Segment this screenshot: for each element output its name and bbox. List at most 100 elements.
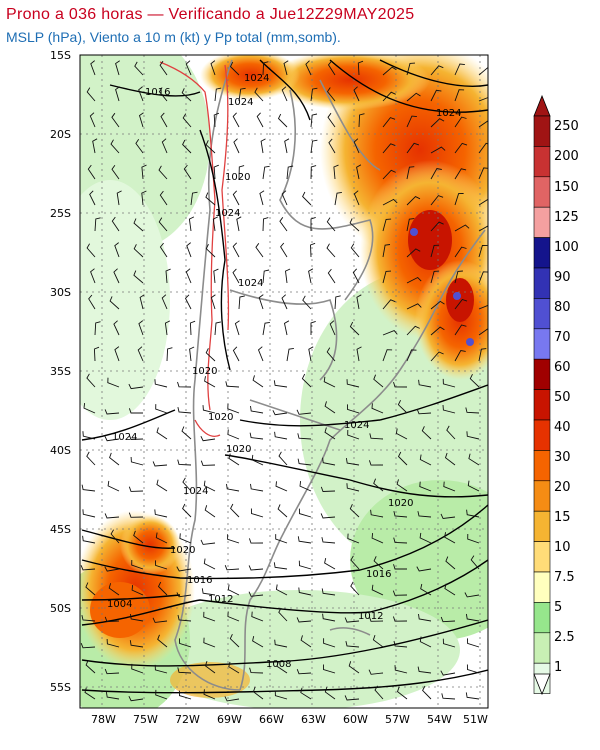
wind-barb	[129, 614, 144, 622]
wind-barb	[416, 408, 432, 415]
wind-barb	[203, 558, 216, 570]
colorbar-box	[533, 632, 551, 664]
isobar-label: 1020	[388, 498, 413, 509]
wind-barb	[273, 562, 288, 570]
wind-barb	[128, 696, 144, 702]
wind-barb	[382, 66, 397, 76]
wind-barb	[227, 611, 240, 622]
wind-barb	[442, 404, 456, 414]
wind-barb	[81, 484, 96, 492]
wind-barb	[328, 138, 336, 154]
wind-barb	[466, 431, 480, 440]
colorbar-box	[533, 237, 551, 269]
wind-barb	[454, 349, 466, 362]
colorbar-label: 10	[554, 540, 571, 555]
wind-barb	[278, 607, 288, 622]
wind-barb	[133, 244, 144, 258]
colorbar-box	[533, 328, 551, 360]
wind-barb	[248, 591, 264, 597]
wind-barb	[382, 330, 398, 336]
wind-barb	[94, 217, 101, 232]
wind-barb	[298, 560, 312, 570]
wind-barb	[262, 321, 270, 336]
isobar-label: 1020	[225, 172, 250, 183]
wind-barb	[255, 243, 264, 258]
wind-barb	[419, 481, 432, 492]
wind-barb	[82, 431, 96, 440]
wind-barb	[397, 451, 408, 466]
wind-barb	[373, 374, 384, 388]
wind-barb	[210, 294, 216, 310]
colorbar-box	[533, 267, 551, 299]
wind-barb	[392, 616, 408, 622]
wind-barb	[468, 453, 480, 466]
wind-barb	[224, 565, 240, 571]
wind-barb	[430, 167, 442, 180]
wind-barb	[133, 218, 144, 232]
wind-barb	[454, 168, 467, 180]
wind-barb	[442, 378, 456, 388]
wind-barb	[92, 138, 98, 154]
lat-label: 30S	[50, 286, 71, 299]
wind-barb	[358, 113, 365, 128]
wind-barb	[84, 687, 96, 700]
wind-barb	[248, 538, 264, 544]
wind-barb	[129, 640, 144, 648]
wind-barb	[86, 373, 96, 388]
wind-barb	[382, 143, 396, 154]
wind-barb	[212, 216, 218, 232]
wind-barb	[229, 61, 240, 76]
wind-barb	[281, 86, 288, 102]
wind-barb	[176, 592, 192, 598]
wind-barb	[478, 198, 488, 206]
wind-barb	[262, 217, 269, 232]
lon-label: 60W	[343, 713, 368, 726]
wind-barb	[89, 190, 96, 206]
colorbar-box	[533, 419, 551, 451]
wind-barb	[382, 117, 396, 128]
wind-barb	[406, 218, 415, 232]
isobar-label: 1024	[215, 208, 240, 219]
wind-barb	[90, 60, 96, 76]
wind-barb	[115, 86, 120, 102]
wind-barb	[279, 217, 288, 232]
wind-barb	[189, 346, 195, 362]
wind-barb	[114, 346, 120, 362]
wind-barb	[454, 63, 465, 76]
lon-label: 78W	[91, 713, 116, 726]
wind-barb	[80, 643, 96, 649]
isobar-label: 1020	[226, 444, 251, 455]
wind-barb	[406, 276, 422, 284]
wind-barb	[154, 379, 168, 388]
colorbar-box	[533, 358, 551, 390]
wind-barb	[299, 481, 312, 492]
wind-barb	[382, 169, 396, 180]
wind-barb	[277, 504, 288, 518]
wind-barb	[203, 689, 216, 700]
isobar-label: 1024	[244, 73, 269, 84]
wind-barb	[155, 560, 168, 570]
wind-barb	[128, 512, 144, 518]
wind-barb	[277, 113, 288, 128]
wind-barb	[347, 404, 360, 414]
wind-barb	[257, 346, 264, 362]
wind-barb	[298, 587, 312, 596]
wind-barb	[281, 294, 288, 310]
wind-barb	[131, 663, 144, 674]
lat-label: 50S	[50, 602, 71, 615]
wind-barb	[454, 193, 464, 206]
wind-barb	[297, 433, 312, 440]
wind-barb	[188, 216, 195, 232]
wind-barb	[406, 248, 421, 258]
wind-barb	[164, 320, 171, 336]
isobar-label: 1024	[183, 486, 208, 497]
wind-barb	[205, 192, 216, 206]
wind-barb	[296, 669, 312, 675]
lat-label: 45S	[50, 523, 71, 536]
wind-barb	[446, 425, 456, 440]
wind-barb	[82, 535, 96, 544]
wind-barb	[454, 89, 465, 102]
wind-barb	[232, 268, 240, 284]
colorbar-top-arrow	[533, 94, 551, 117]
colorbar-box	[533, 115, 551, 147]
